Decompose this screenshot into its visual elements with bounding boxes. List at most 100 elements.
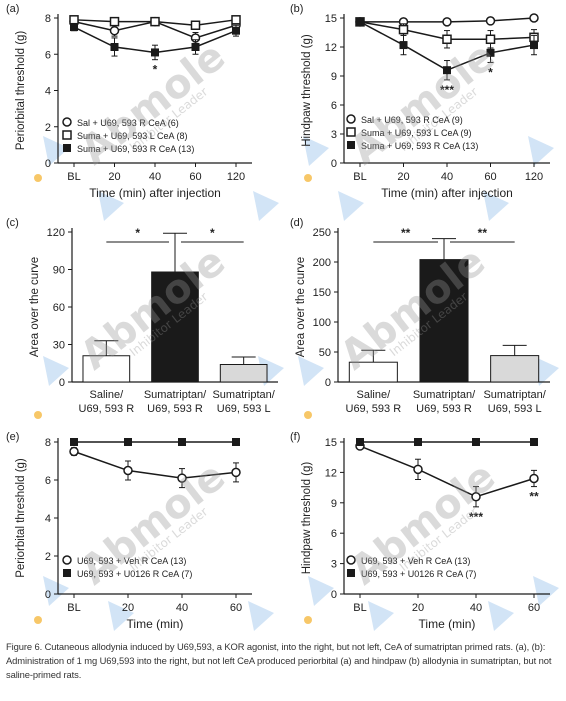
data-point-circle bbox=[123, 465, 133, 476]
x-tick-label: 20 bbox=[412, 602, 424, 614]
x-tick-label: U69, 593 L bbox=[217, 403, 271, 415]
x-tick-label: Sumatriptan/ bbox=[144, 389, 207, 401]
data-point-circle bbox=[62, 117, 72, 127]
significance-marker: *** bbox=[469, 510, 483, 524]
watermark-shape bbox=[298, 356, 324, 386]
y-tick-label: 150 bbox=[313, 287, 331, 299]
bar bbox=[219, 364, 268, 383]
x-tick-label: 60 bbox=[484, 171, 496, 183]
y-tick-label: 2 bbox=[45, 122, 51, 134]
data-point-square-filled bbox=[443, 66, 451, 75]
x-tick-label: U69, 593 R bbox=[346, 403, 402, 415]
significance-marker: * bbox=[488, 65, 493, 79]
bar bbox=[419, 259, 469, 383]
figure-caption: Figure 6. Cutaneous allodynia induced by… bbox=[6, 641, 552, 680]
watermark-shape bbox=[43, 356, 69, 386]
y-tick-label: 9 bbox=[331, 71, 337, 83]
y-tick-label: 12 bbox=[325, 42, 337, 54]
watermark-dot bbox=[304, 174, 312, 182]
data-point-circle bbox=[442, 17, 452, 27]
data-point-circle bbox=[62, 555, 72, 565]
x-tick-label: 40 bbox=[441, 171, 453, 183]
data-point-square-open bbox=[231, 15, 241, 25]
data-point-circle bbox=[346, 114, 356, 124]
watermark-dot bbox=[34, 174, 42, 182]
x-axis-label: Time (min) bbox=[419, 617, 476, 631]
data-point-square-filled bbox=[191, 43, 200, 51]
y-tick-label: 0 bbox=[331, 158, 337, 170]
data-point-square-filled bbox=[151, 48, 159, 57]
data-point-square-filled bbox=[472, 438, 480, 446]
watermark-dot bbox=[34, 411, 42, 419]
data-point-square-filled bbox=[356, 438, 364, 446]
y-tick-label: 50 bbox=[319, 347, 331, 359]
watermark-shape bbox=[43, 576, 69, 606]
series-line bbox=[359, 445, 535, 498]
data-point-circle bbox=[413, 464, 423, 475]
watermark-shape bbox=[483, 191, 509, 221]
y-tick-label: 60 bbox=[53, 302, 65, 314]
watermark-shape bbox=[533, 356, 559, 386]
y-tick-label: 6 bbox=[331, 528, 337, 540]
y-tick-label: 0 bbox=[45, 589, 51, 601]
y-tick-label: 120 bbox=[47, 227, 65, 239]
watermark-shape bbox=[303, 136, 329, 166]
significance-marker: ** bbox=[478, 226, 488, 240]
series-line bbox=[73, 450, 237, 479]
x-tick-label: BL bbox=[67, 602, 80, 614]
legend-label: Suma + U69, 593 L CeA (8) bbox=[77, 131, 187, 141]
legend-label: U69, 593 + U0126 R CeA (7) bbox=[77, 569, 192, 579]
data-point-square-filled bbox=[63, 569, 71, 577]
x-tick-label: Sumatriptan/ bbox=[212, 389, 275, 401]
x-axis-label: Time (min) after injection bbox=[89, 186, 221, 200]
data-point-square-filled bbox=[178, 438, 186, 446]
data-point-circle bbox=[529, 13, 539, 23]
data-point-square-open bbox=[398, 24, 409, 35]
data-point-square-filled bbox=[232, 26, 240, 35]
watermark-shape bbox=[533, 576, 559, 606]
legend-label: Sal + U69, 593 R CeA (6) bbox=[77, 118, 179, 128]
x-tick-label: 40 bbox=[176, 602, 188, 614]
data-point-square-filled bbox=[347, 569, 355, 577]
y-axis-label: Hindpaw threshold (g) bbox=[301, 462, 313, 575]
x-tick-label: U69, 593 R bbox=[416, 403, 472, 415]
panel-label: (b) bbox=[290, 3, 303, 15]
watermark-shape bbox=[488, 601, 514, 631]
y-tick-label: 100 bbox=[313, 317, 331, 329]
watermark-shape bbox=[108, 601, 134, 631]
y-axis-label: Periorbital threshold (g) bbox=[15, 31, 27, 151]
legend-label: U69, 593 + Veh R CeA (13) bbox=[77, 556, 186, 566]
x-tick-label: 60 bbox=[528, 602, 540, 614]
y-tick-label: 9 bbox=[331, 498, 337, 510]
y-tick-label: 4 bbox=[45, 86, 51, 98]
legend-label: Suma + U69, 593 R CeA (13) bbox=[361, 141, 478, 151]
y-tick-label: 0 bbox=[325, 377, 331, 389]
bar bbox=[151, 271, 199, 383]
x-tick-label: Saline/ bbox=[357, 389, 392, 401]
x-tick-label: 60 bbox=[230, 602, 242, 614]
watermark-shape bbox=[253, 191, 279, 221]
data-point-square-open bbox=[109, 16, 120, 27]
data-point-square-filled bbox=[110, 43, 119, 51]
data-point-square-filled bbox=[530, 41, 538, 50]
watermark-dot bbox=[34, 616, 42, 624]
y-tick-label: 3 bbox=[331, 559, 337, 571]
data-point-square-filled bbox=[530, 438, 538, 446]
data-point-square-open bbox=[442, 34, 452, 45]
data-point-square-filled bbox=[232, 438, 240, 446]
data-point-circle bbox=[485, 16, 496, 26]
data-point-square-open bbox=[62, 130, 72, 140]
significance-marker: * bbox=[135, 226, 140, 240]
data-point-square-open bbox=[190, 20, 201, 30]
watermark-shape bbox=[248, 601, 274, 631]
significance-marker: * bbox=[153, 63, 158, 77]
data-point-circle bbox=[177, 473, 187, 483]
panel-label: (f) bbox=[290, 431, 300, 443]
x-tick-label: 120 bbox=[525, 171, 543, 183]
x-tick-label: BL bbox=[353, 602, 366, 614]
x-tick-label: 40 bbox=[470, 602, 482, 614]
data-point-square-filled bbox=[63, 144, 71, 152]
x-tick-label: 20 bbox=[108, 171, 120, 183]
watermark-shape bbox=[98, 191, 124, 221]
